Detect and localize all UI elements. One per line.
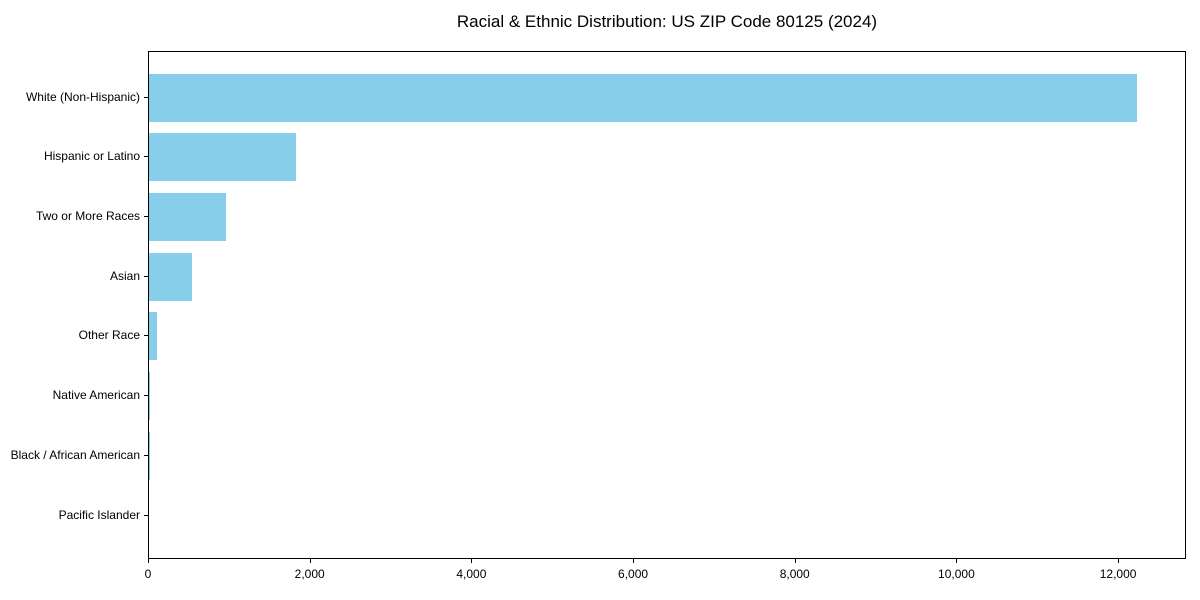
x-tick-mark: [309, 559, 311, 563]
x-tick-mark: [794, 559, 796, 563]
bar-other-race: [149, 312, 158, 361]
y-axis-label: White (Non-Hispanic): [25, 89, 140, 104]
y-axis-label: Hispanic or Latino: [43, 149, 140, 164]
y-axis-label: Other Race: [78, 328, 140, 343]
x-axis-label: 0: [144, 567, 152, 581]
bar-native-american: [149, 372, 151, 421]
x-axis-label: 4,000: [456, 567, 487, 581]
y-axis-label: Asian: [109, 268, 140, 283]
y-axis-label: Two or More Races: [35, 209, 140, 223]
chart-title: Racial & Ethnic Distribution: US ZIP Cod…: [456, 12, 878, 31]
x-axis-label: 12,000: [1099, 567, 1137, 581]
x-tick-mark: [956, 559, 958, 563]
bar-white-non-hispanic: [149, 73, 1137, 122]
x-tick-mark: [471, 559, 473, 563]
y-tick-mark: [144, 514, 148, 516]
bar-hispanic-or-latino: [149, 133, 297, 182]
y-axis-label: Pacific Islander: [58, 507, 140, 522]
y-tick-mark: [144, 96, 148, 98]
y-tick-mark: [144, 395, 148, 397]
bar-asian: [149, 252, 192, 301]
y-tick-mark: [144, 156, 148, 158]
y-tick-mark: [144, 275, 148, 277]
x-axis-label: 10,000: [938, 567, 975, 581]
x-tick-mark: [633, 559, 635, 563]
x-axis-label: 2,000: [294, 567, 325, 581]
x-tick-mark: [1118, 559, 1120, 563]
x-axis-label: 8,000: [779, 567, 810, 581]
y-tick-mark: [144, 335, 148, 337]
bar-two-or-more-races: [149, 193, 226, 241]
y-axis-label: Native American: [52, 388, 140, 403]
y-axis-label: Black / African American: [10, 447, 140, 462]
y-tick-mark: [144, 454, 148, 456]
x-axis-label: 6,000: [618, 567, 649, 581]
x-tick-mark: [148, 559, 149, 563]
y-tick-mark: [144, 216, 148, 217]
plot-area: [148, 51, 1186, 559]
